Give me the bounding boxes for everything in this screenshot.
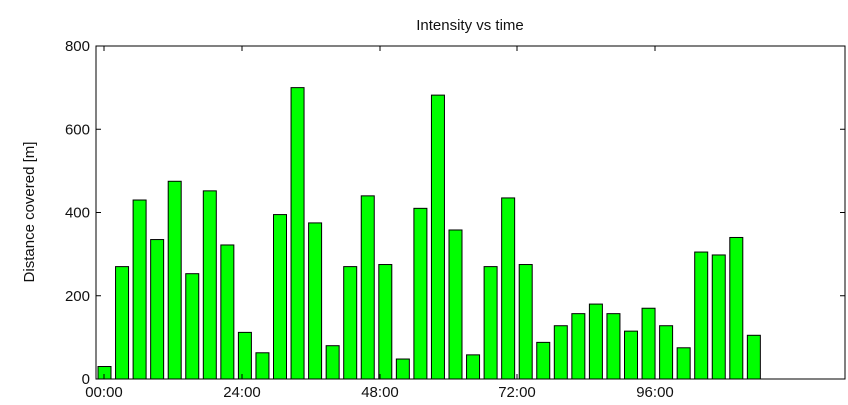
bar-31	[641, 307, 656, 380]
bar-7	[220, 244, 235, 380]
bar-30	[624, 330, 638, 380]
bar-27	[571, 313, 586, 380]
x-axis-ticks: 00:00 24:00 48:00 72:00 96:00	[85, 46, 674, 401]
bar-32	[659, 325, 674, 380]
bar-9	[255, 352, 270, 380]
bar-15	[360, 195, 375, 380]
y-tick-label: 400	[65, 205, 90, 222]
x-tick-label: 96:00	[636, 384, 674, 401]
y-tick-label: 200	[65, 288, 90, 305]
x-tick-label: 72:00	[498, 384, 536, 401]
bar-4	[167, 180, 182, 380]
bar-21	[466, 354, 481, 380]
bar-group	[97, 87, 761, 380]
y-axis-label: Distance covered [m]	[21, 142, 38, 283]
bar-1	[115, 266, 130, 380]
bar-8	[237, 331, 252, 380]
bar-33	[676, 347, 691, 380]
bar-29	[606, 313, 621, 380]
bar-26	[553, 325, 568, 380]
bar-6	[202, 190, 217, 380]
bar-25	[536, 341, 551, 380]
bar-22	[483, 266, 498, 380]
y-tick-label: 800	[65, 38, 90, 55]
y-tick-label: 0	[82, 371, 90, 388]
bar-2	[132, 199, 147, 380]
bar-20	[448, 229, 463, 380]
bar-14	[343, 266, 358, 380]
x-tick-label: 48:00	[361, 384, 399, 401]
bar-11	[290, 87, 305, 380]
bar-10	[273, 214, 287, 380]
bar-13	[325, 345, 340, 380]
bar-35	[711, 254, 726, 380]
bar-3	[150, 239, 165, 380]
bar-12	[308, 222, 323, 380]
bar-37	[746, 334, 761, 380]
bar-24	[518, 264, 533, 380]
x-tick-label: 00:00	[85, 384, 123, 401]
y-tick-label: 600	[65, 121, 90, 138]
bar-17	[395, 358, 410, 380]
bar-28	[588, 303, 603, 380]
bar-19	[430, 94, 445, 380]
bar-23	[501, 197, 516, 380]
x-tick-label: 24:00	[223, 384, 261, 401]
bar-36	[729, 236, 744, 380]
chart-title: Intensity vs time	[416, 17, 524, 34]
bar-16	[378, 264, 393, 380]
y-axis-ticks: 0 200 400 600 800	[65, 38, 845, 388]
bar-18	[413, 207, 428, 380]
bar-34	[694, 251, 709, 380]
bar-5	[185, 273, 200, 380]
